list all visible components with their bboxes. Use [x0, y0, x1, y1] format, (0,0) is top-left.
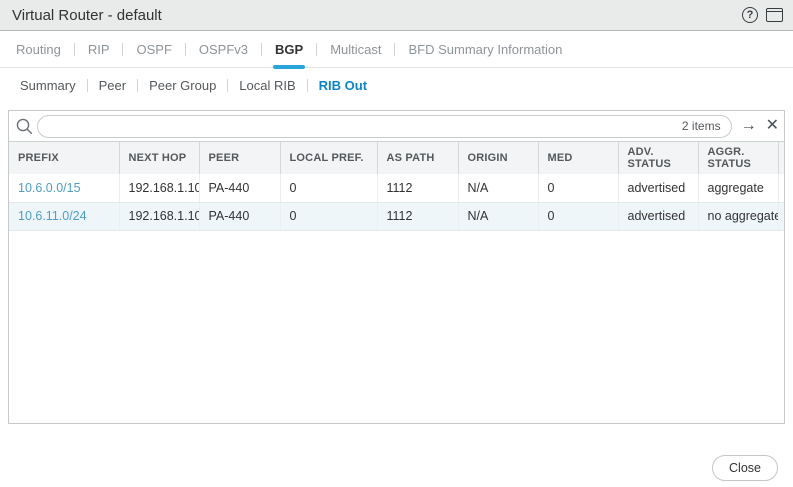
- col-header-as-path[interactable]: AS PATH: [377, 142, 459, 174]
- items-count-badge: 2 items: [681, 119, 721, 133]
- rib-out-table: PREFIX NEXT HOP PEER LOCAL PREF. AS PATH…: [9, 142, 784, 231]
- col-header-med[interactable]: MED: [538, 142, 619, 174]
- apply-filter-icon[interactable]: →: [740, 117, 757, 134]
- tab-bfd-summary[interactable]: BFD Summary Information: [408, 41, 563, 57]
- cell-prefix: 10.6.0.0/15: [9, 174, 120, 203]
- subtab-local-rib[interactable]: Local RIB: [239, 78, 296, 93]
- rib-out-panel: 2 items → ✕ PREFIX NEXT HOP PEER LOCAL P…: [8, 110, 785, 424]
- help-icon[interactable]: ?: [742, 7, 758, 23]
- tab-ospfv3[interactable]: OSPFv3: [198, 41, 249, 57]
- window-maximize-icon[interactable]: [766, 8, 783, 22]
- dialog-title: Virtual Router - default: [12, 6, 162, 24]
- cell-peer: PA-440: [199, 174, 281, 203]
- col-header-peer[interactable]: PEER: [199, 142, 281, 174]
- tab-multicast[interactable]: Multicast: [330, 41, 382, 57]
- cell-next-hop: 192.168.1.10: [119, 202, 200, 231]
- cell-local-pref: 0: [280, 202, 378, 231]
- subtab-separator: [306, 79, 308, 92]
- subtab-peer[interactable]: Peer: [98, 78, 127, 93]
- cell-adv-status: advertised: [618, 174, 699, 203]
- clear-filter-icon[interactable]: ✕: [765, 117, 779, 134]
- col-header-adv-status[interactable]: ADV. STATUS: [618, 142, 699, 174]
- prefix-link[interactable]: 10.6.0.0/15: [18, 180, 81, 195]
- col-header-local-pref[interactable]: LOCAL PREF.: [280, 142, 378, 174]
- prefix-link[interactable]: 10.6.11.0/24: [18, 209, 87, 223]
- col-header-aggr-status[interactable]: AGGR. STATUS: [698, 142, 779, 174]
- cell-as-path: 1112: [377, 174, 459, 203]
- tab-separator: [73, 42, 75, 56]
- col-header-spacer: [778, 142, 784, 174]
- search-pill: 2 items: [37, 114, 732, 138]
- subtab-summary[interactable]: Summary: [20, 78, 76, 93]
- cell-local-pref: 0: [280, 174, 378, 203]
- search-input[interactable]: [48, 119, 674, 133]
- close-button[interactable]: Close: [712, 455, 778, 481]
- table-row: 10.6.11.0/24 192.168.1.10 PA-440 0 1112 …: [9, 202, 784, 231]
- subtab-separator: [227, 79, 229, 92]
- tab-routing[interactable]: Routing: [16, 41, 61, 57]
- cell-spacer: [778, 174, 784, 203]
- table-header-row: PREFIX NEXT HOP PEER LOCAL PREF. AS PATH…: [9, 142, 784, 174]
- cell-prefix: 10.6.11.0/24: [9, 202, 120, 231]
- subtab-separator: [86, 79, 88, 92]
- cell-origin: N/A: [458, 174, 539, 203]
- tab-separator: [122, 42, 124, 56]
- table-row: 10.6.0.0/15 192.168.1.10 PA-440 0 1112 N…: [9, 174, 784, 203]
- tab-ospf[interactable]: OSPF: [136, 41, 172, 57]
- cell-med: 0: [538, 202, 619, 231]
- tab-rip[interactable]: RIP: [87, 41, 110, 57]
- bgp-subtabs: Summary Peer Peer Group Local RIB RIB Ou…: [0, 68, 793, 103]
- dialog-titlebar: Virtual Router - default ?: [0, 0, 793, 31]
- col-header-origin[interactable]: ORIGIN: [458, 142, 539, 174]
- cell-peer: PA-440: [199, 202, 281, 231]
- cell-as-path: 1112: [377, 202, 459, 231]
- cell-med: 0: [538, 174, 619, 203]
- tab-separator: [316, 42, 318, 56]
- col-header-next-hop[interactable]: NEXT HOP: [119, 142, 200, 174]
- cell-origin: N/A: [458, 202, 539, 231]
- cell-aggr-status: aggregate: [698, 174, 779, 203]
- cell-adv-status: advertised: [618, 202, 699, 231]
- tab-separator: [184, 42, 186, 56]
- search-icon[interactable]: [15, 117, 34, 136]
- tab-bgp[interactable]: BGP: [273, 31, 306, 69]
- subtab-separator: [137, 79, 139, 92]
- rib-out-table-wrap: PREFIX NEXT HOP PEER LOCAL PREF. AS PATH…: [9, 142, 784, 423]
- subtab-peer-group[interactable]: Peer Group: [149, 78, 217, 93]
- col-header-prefix[interactable]: PREFIX: [9, 142, 120, 174]
- search-toolbar: 2 items → ✕: [9, 111, 784, 142]
- cell-next-hop: 192.168.1.10: [119, 174, 200, 203]
- tab-separator: [394, 42, 396, 56]
- tab-separator: [261, 42, 263, 56]
- subtab-rib-out[interactable]: RIB Out: [318, 78, 368, 93]
- main-tabs: Routing RIP OSPF OSPFv3 BGP Multicast BF…: [0, 31, 793, 69]
- cell-spacer: [778, 202, 784, 231]
- cell-aggr-status: no aggregate: [698, 202, 779, 231]
